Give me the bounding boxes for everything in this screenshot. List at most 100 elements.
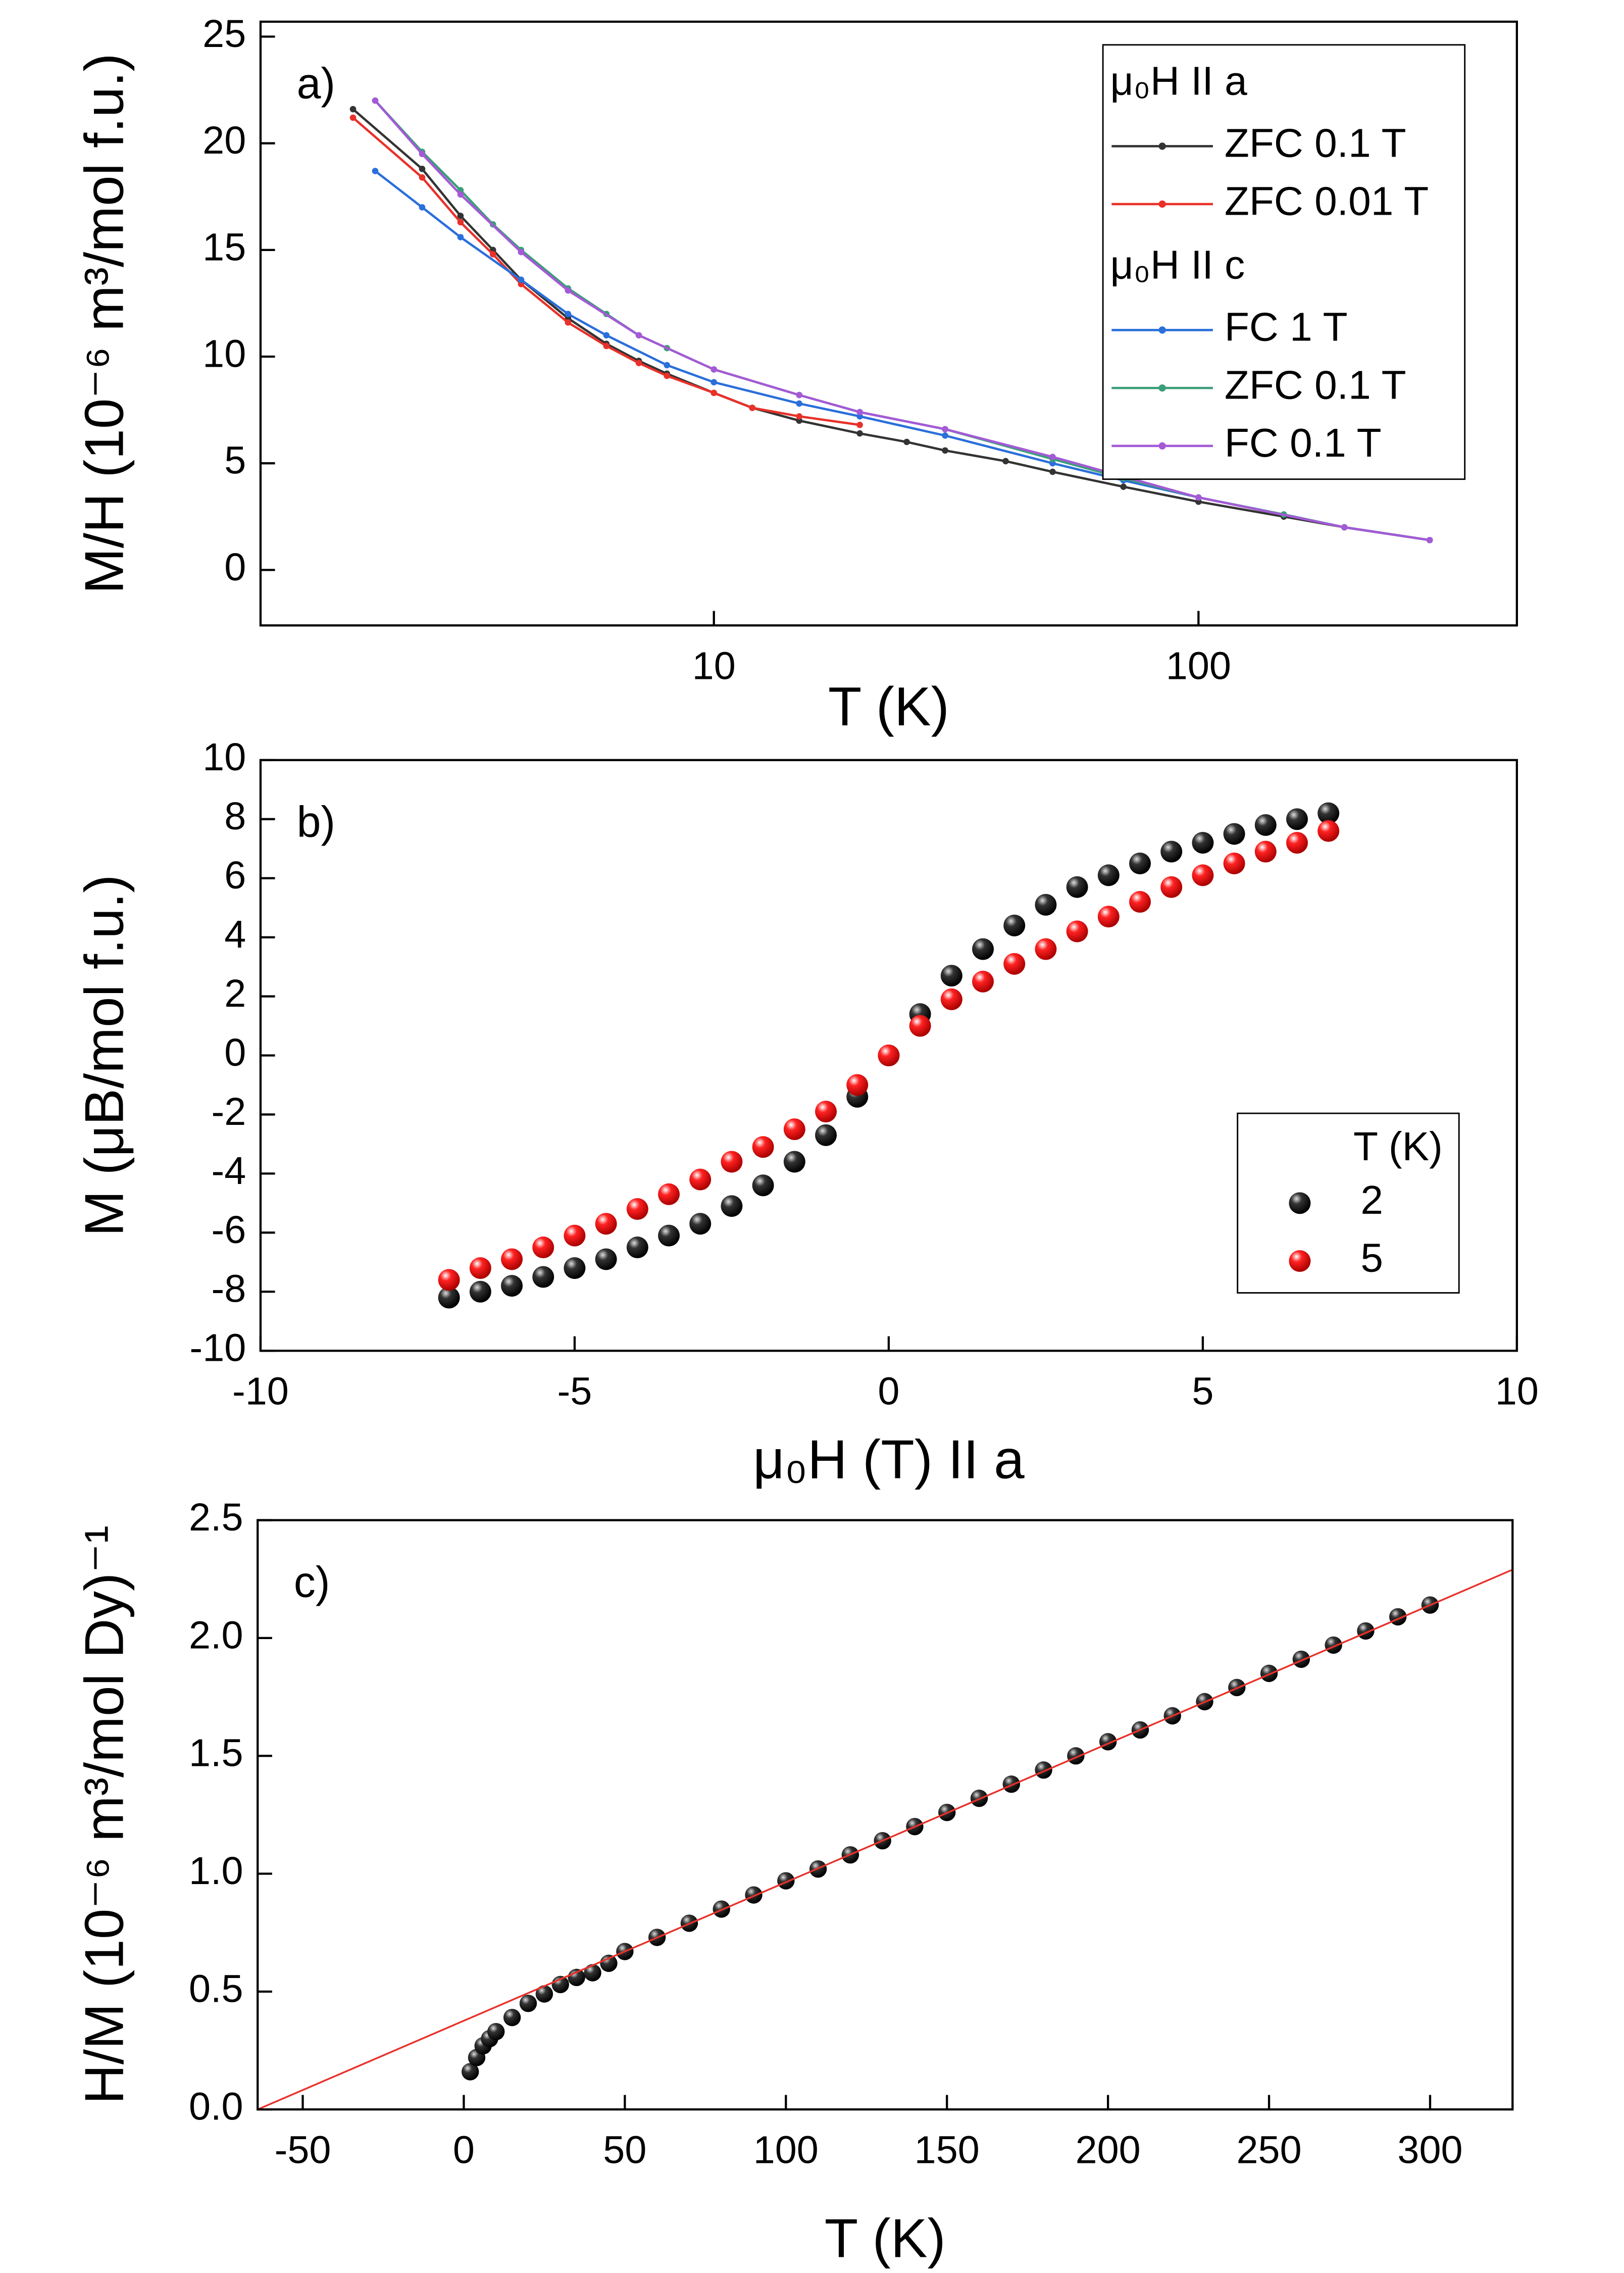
data-point: [856, 430, 863, 437]
legend-marker: [1158, 442, 1166, 450]
plot-frame: [257, 1519, 1514, 2111]
data-point: [1066, 876, 1088, 898]
data-point: [501, 1275, 523, 1297]
data-point: [710, 389, 718, 397]
x-tick-label: 0: [453, 2129, 475, 2172]
y-tick-label: 6: [224, 854, 246, 897]
y-tick-label: 10: [202, 735, 246, 779]
data-point: [664, 362, 671, 369]
data-point: [721, 1195, 743, 1217]
data-point: [457, 234, 464, 240]
data-point: [564, 1224, 586, 1247]
data-point: [1192, 831, 1214, 854]
data-point: [532, 1266, 554, 1288]
data-point: [1286, 808, 1308, 830]
panel-label: b): [297, 798, 335, 846]
data-point: [419, 204, 426, 211]
y-tick-label: 0: [224, 546, 246, 589]
data-point: [783, 1151, 805, 1173]
data-point: [1035, 938, 1057, 960]
data-point: [1292, 1650, 1310, 1668]
data-point: [1120, 483, 1127, 490]
x-tick-label: 150: [915, 2129, 980, 2172]
data-point: [469, 1280, 491, 1303]
legend-header: μ₀H II a: [1110, 58, 1247, 104]
legend-marker: [1158, 200, 1166, 208]
y-tick-label: -6: [211, 1208, 246, 1252]
legend-label: ZFC 0.1 T: [1225, 362, 1406, 408]
y-tick-label: 20: [202, 119, 246, 162]
legend-label: FC 1 T: [1225, 305, 1348, 350]
data-point: [565, 319, 572, 326]
legend-label: 2: [1360, 1177, 1383, 1223]
data-point: [658, 1183, 680, 1205]
data-point: [1003, 953, 1026, 975]
y-tick-label: 15: [202, 225, 246, 269]
data-point: [595, 1213, 617, 1235]
y-tick-label: -2: [211, 1090, 246, 1133]
y-tick-label: 0.5: [189, 1967, 243, 2010]
legend-marker: [1158, 326, 1166, 334]
data-point: [1160, 841, 1183, 863]
data-line: [352, 117, 860, 426]
data-point: [1035, 1761, 1052, 1779]
data-point: [1067, 1747, 1085, 1765]
legend-label: 5: [1360, 1236, 1383, 1281]
data-point: [438, 1287, 460, 1309]
legend-marker: [1158, 142, 1166, 150]
data-point: [796, 413, 803, 420]
y-tick-label: -10: [189, 1326, 246, 1370]
y-axis-label: M (μB/mol f.u.): [74, 874, 135, 1236]
data-point: [710, 366, 718, 373]
data-point: [815, 1101, 837, 1123]
data-point: [783, 1118, 805, 1141]
data-point: [846, 1074, 869, 1096]
y-tick-label: 2: [224, 972, 246, 1015]
data-point: [940, 965, 962, 987]
y-tick-label: 25: [202, 12, 246, 56]
data-point: [461, 2063, 479, 2081]
y-tick-label: 1.0: [189, 1849, 243, 1893]
data-point: [519, 1994, 537, 2012]
data-point: [1223, 823, 1245, 845]
legend-marker: [1289, 1250, 1311, 1272]
data-point: [689, 1168, 712, 1191]
data-point: [815, 1124, 837, 1146]
x-tick-label: 100: [1166, 645, 1231, 688]
data-point: [1129, 891, 1151, 913]
data-point: [518, 249, 525, 256]
data-point: [584, 1964, 601, 1982]
y-tick-label: 0: [224, 1031, 246, 1074]
data-point: [1254, 814, 1277, 836]
data-point: [457, 212, 464, 219]
data-point: [565, 311, 572, 317]
data-point: [942, 426, 948, 432]
data-point: [1049, 468, 1056, 475]
data-point: [1317, 820, 1340, 842]
data-point: [658, 1224, 680, 1247]
data-point: [1325, 1636, 1342, 1654]
data-point: [1426, 536, 1433, 543]
x-tick-label: 200: [1076, 2129, 1141, 2172]
data-point: [518, 276, 525, 283]
data-point: [1254, 841, 1277, 863]
data-point: [626, 1237, 648, 1259]
y-tick-label: -4: [211, 1149, 246, 1193]
data-point: [487, 2022, 505, 2041]
data-point: [689, 1213, 712, 1235]
data-point: [635, 360, 642, 367]
data-point: [419, 166, 426, 172]
data-point: [532, 1237, 554, 1259]
data-point: [942, 447, 948, 454]
data-point: [419, 151, 426, 158]
x-tick-label: 10: [1495, 1370, 1539, 1413]
legend-label: ZFC 0.01 T: [1225, 178, 1429, 224]
data-point: [1260, 1664, 1278, 1683]
data-point: [457, 219, 464, 226]
data-point: [1002, 458, 1009, 465]
data-point: [856, 409, 863, 416]
y-tick-label: 5: [224, 439, 246, 482]
x-axis-label: μ₀H (T) II a: [753, 1429, 1025, 1491]
data-point: [1035, 894, 1057, 916]
